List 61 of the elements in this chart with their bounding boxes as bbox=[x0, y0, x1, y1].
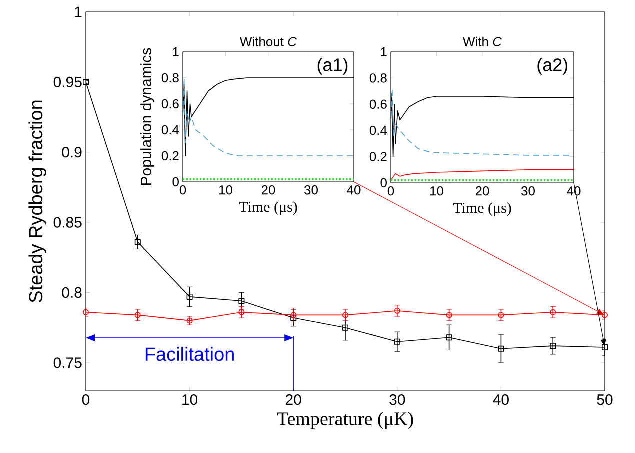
x-axis-title: Temperature (μK) bbox=[277, 412, 414, 430]
point bbox=[134, 239, 141, 246]
chart-title: With C bbox=[463, 36, 502, 46]
x-axis-title: Time (μs) bbox=[453, 202, 512, 216]
point bbox=[238, 298, 245, 304]
x-tick-label: 10 bbox=[430, 186, 444, 196]
x-tick-label: 0 bbox=[82, 394, 90, 406]
point bbox=[134, 312, 141, 318]
x-tick-label: 40 bbox=[347, 186, 361, 195]
x-tick-label: 20 bbox=[476, 186, 490, 196]
point bbox=[238, 309, 245, 316]
annotation: Facilitation bbox=[146, 347, 234, 362]
y-tick-label: 0.2 bbox=[162, 151, 179, 161]
y-tick-label: 0.85 bbox=[54, 217, 82, 228]
point bbox=[394, 308, 400, 314]
annotation: (a2) bbox=[538, 58, 568, 75]
y-tick-label: 0.75 bbox=[54, 358, 82, 368]
point bbox=[83, 79, 89, 86]
x-axis-title: Time (μs) bbox=[239, 202, 298, 216]
x-tick-label: 30 bbox=[522, 186, 535, 196]
x-tick-label: 20 bbox=[286, 394, 302, 406]
line-series bbox=[391, 170, 574, 181]
y-axis-title: Steady Rydberg fraction bbox=[28, 100, 46, 303]
y-axis-title: Population dynamics bbox=[140, 48, 155, 185]
point bbox=[394, 338, 400, 345]
y-tick-label: 1 bbox=[75, 6, 82, 18]
y-tick-label: 0.4 bbox=[370, 126, 388, 136]
y-tick-label: 1 bbox=[381, 48, 387, 56]
point bbox=[498, 312, 504, 318]
point bbox=[550, 309, 556, 316]
x-tick-label: 30 bbox=[390, 394, 406, 406]
annotation: (a1) bbox=[318, 58, 348, 75]
y-tick-label: 0.95 bbox=[54, 76, 82, 88]
y-tick-label: 0 bbox=[380, 178, 387, 188]
y-tick-label: 0.2 bbox=[370, 152, 387, 162]
point bbox=[446, 312, 452, 318]
point bbox=[342, 312, 348, 318]
y-tick-label: 0.6 bbox=[370, 100, 387, 109]
y-tick-label: 1 bbox=[173, 48, 179, 56]
point bbox=[550, 343, 556, 350]
y-tick-label: 0 bbox=[172, 177, 179, 187]
y-tick-label: 0.8 bbox=[162, 73, 179, 83]
x-tick-label: 50 bbox=[597, 394, 613, 406]
y-tick-label: 0.8 bbox=[62, 287, 82, 298]
x-tick-label: 0 bbox=[388, 186, 394, 196]
y-tick-label: 0.6 bbox=[162, 99, 179, 109]
point bbox=[342, 324, 348, 331]
x-tick-label: 0 bbox=[180, 186, 186, 195]
x-tick-label: 30 bbox=[304, 186, 318, 195]
x-tick-label: 10 bbox=[220, 186, 232, 195]
y-tick-label: 0.8 bbox=[370, 74, 387, 83]
point bbox=[446, 334, 452, 341]
point bbox=[186, 294, 193, 300]
y-tick-label: 0.4 bbox=[162, 125, 180, 135]
x-tick-label: 20 bbox=[262, 186, 276, 195]
x-tick-label: 10 bbox=[182, 394, 198, 406]
point bbox=[602, 344, 608, 350]
point bbox=[498, 346, 504, 352]
x-tick-label: 40 bbox=[493, 394, 509, 406]
chart-title: Without C bbox=[240, 36, 298, 46]
y-tick-label: 0.9 bbox=[62, 147, 82, 158]
